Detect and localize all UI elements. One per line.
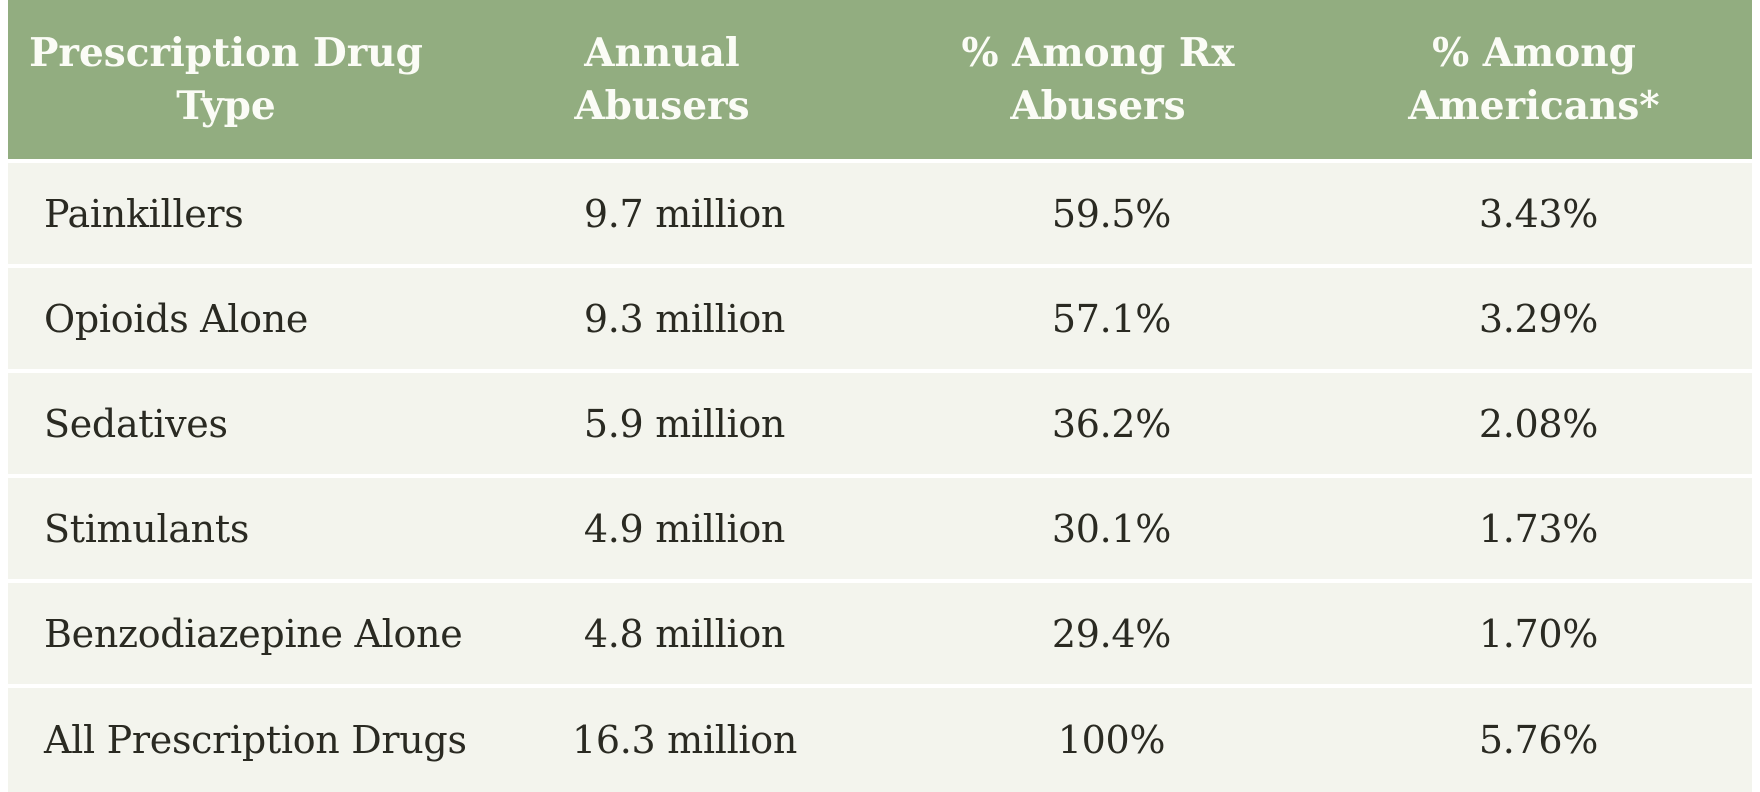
drug-abuse-table: Prescription Drug Type Annual Abusers % … [8,0,1752,792]
cell-pct-rx-abusers: 36.2% [1051,401,1172,446]
header-cell-annual-abusers: Annual Abusers [444,0,880,159]
cell-annual-abusers: 4.9 million [583,506,786,551]
header-line: Prescription Drug [29,29,423,76]
header-line: Type [176,82,276,129]
cell-annual-abusers: 9.3 million [583,296,786,341]
header-line: % Among [1432,29,1636,76]
header-cell-drug-type: Prescription Drug Type [8,0,444,159]
cell-annual-abusers: 4.8 million [583,611,786,656]
cell-pct-rx-abusers: 100% [1057,718,1166,762]
cell-annual-abusers: 5.9 million [583,401,786,446]
cell-drug-type: Painkillers [44,191,244,236]
cell-drug-type: All Prescription Drugs [44,718,467,762]
table-row-painkillers: Painkillers 9.7 million 59.5% 3.43% [8,163,1752,264]
header-line: Annual [584,29,740,76]
cell-pct-rx-abusers: 29.4% [1051,611,1172,656]
cell-annual-abusers: 9.7 million [583,191,786,236]
cell-drug-type: Benzodiazepine Alone [44,611,463,656]
cell-pct-rx-abusers: 59.5% [1051,191,1172,236]
cell-pct-rx-abusers: 57.1% [1051,296,1172,341]
table-row-stimulants: Stimulants 4.9 million 30.1% 1.73% [8,478,1752,579]
table-row-opioids-alone: Opioids Alone 9.3 million 57.1% 3.29% [8,268,1752,369]
header-cell-pct-americans: % Among Americans* [1316,0,1752,159]
cell-pct-americans: 3.29% [1478,296,1599,341]
cell-drug-type: Sedatives [44,401,228,446]
header-line: Abusers [1010,82,1186,129]
cell-drug-type: Opioids Alone [44,296,309,341]
table-row-all-prescription-drugs: All Prescription Drugs 16.3 million 100%… [8,688,1752,792]
cell-drug-type: Stimulants [44,506,250,551]
table-row-benzodiazepine-alone: Benzodiazepine Alone 4.8 million 29.4% 1… [8,583,1752,684]
cell-pct-americans: 5.76% [1478,718,1599,762]
header-cell-pct-rx-abusers: % Among Rx Abusers [880,0,1316,159]
header-line: % Among Rx [961,29,1235,76]
header-line: Abusers [574,82,750,129]
cell-pct-rx-abusers: 30.1% [1051,506,1172,551]
table-header-row: Prescription Drug Type Annual Abusers % … [8,0,1752,159]
cell-pct-americans: 3.43% [1478,191,1599,236]
cell-pct-americans: 2.08% [1478,401,1599,446]
cell-annual-abusers: 16.3 million [571,718,798,762]
header-line: Americans* [1408,82,1660,129]
cell-pct-americans: 1.70% [1478,611,1599,656]
table-row-sedatives: Sedatives 5.9 million 36.2% 2.08% [8,373,1752,474]
cell-pct-americans: 1.73% [1478,506,1599,551]
